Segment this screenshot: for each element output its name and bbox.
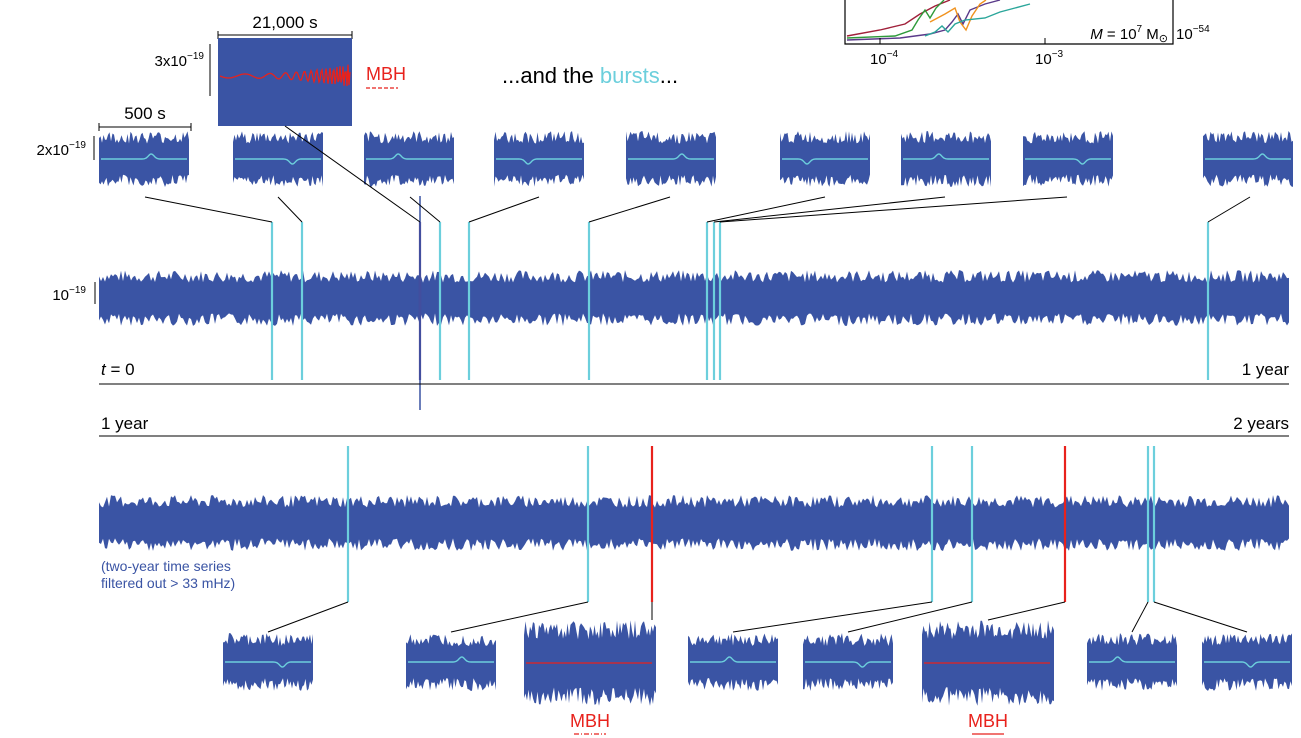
mbh-zoom-chirp-waveform: [219, 64, 351, 87]
burst-bottom-8: [1202, 633, 1292, 691]
connector-line-1: [144, 196, 273, 223]
connector-line-6: [706, 196, 826, 223]
connector-line-10: [284, 125, 421, 223]
series2-end-label: 2 years: [1233, 414, 1289, 433]
burst-top-4-signal: [496, 158, 582, 165]
series2-filter-note: (two-year time series filtered out > 33 …: [101, 558, 235, 591]
inset-x-tick-label-2: 10−3: [1035, 49, 1064, 68]
inset-curve-green: [846, 0, 945, 39]
bottom-mbh-tag-2: MBH: [968, 711, 1008, 731]
burst-top-5-signal: [628, 153, 714, 160]
mbh-zoom-duration-label: 21,000 s: [252, 13, 317, 32]
burst-top-4: [494, 131, 584, 187]
burst-snippets-bottom: [223, 620, 1292, 706]
burst-top-1: [99, 131, 189, 187]
burst-bottom-6: [922, 620, 1054, 706]
series1-noise-band: [99, 270, 1289, 326]
burst-bottom-8-signal: [1204, 661, 1290, 668]
inset-curve-teal: [924, 3, 1031, 37]
connector-line-15: [847, 601, 973, 633]
burst-bottom-1-signal: [225, 661, 311, 668]
series1-event-markers: [270, 196, 1210, 410]
time-series-year-2: 1 year 2 years (two-year time series fil…: [99, 414, 1289, 602]
burst-bottom-5-signal: [805, 661, 891, 668]
burst-top-6-signal: [782, 158, 868, 165]
connector-line-12: [450, 601, 589, 633]
connector-line-7: [713, 196, 946, 223]
burst-bottom-5: [803, 633, 893, 691]
connector-line-18: [1153, 601, 1248, 633]
burst-bottom-2-signal: [408, 656, 494, 663]
connector-line-17: [1131, 601, 1149, 633]
burst-top-7-signal: [903, 153, 989, 160]
mbh-zoom-noise: [218, 38, 352, 126]
inset-curve-darkred: [846, 0, 951, 37]
burst-bottom-3: [524, 620, 656, 706]
connector-line-8: [719, 196, 1068, 223]
burst-bottom-8-noise: [1202, 633, 1292, 691]
snippet-connector-lines: [144, 125, 1251, 633]
burst-top-7: [901, 131, 991, 187]
series2-start-label: 1 year: [101, 414, 149, 433]
burst-amplitude-label: 2x10−19: [37, 140, 87, 159]
inset-curve-orange: [929, 0, 987, 32]
burst-top-3-signal: [366, 153, 452, 160]
burst-top-5: [626, 131, 716, 187]
connector-line-11: [267, 601, 349, 633]
burst-top-6: [780, 131, 870, 187]
burst-bottom-4-signal: [690, 656, 776, 663]
burst-row-top: 500 s 2x10−19: [37, 104, 1293, 187]
inset-mass-label: M = 107 M⊙: [1090, 24, 1168, 45]
series2-event-markers: [346, 446, 1156, 602]
inset-x-tick-label-1: 10−4: [870, 49, 899, 68]
connector-line-9: [1207, 196, 1251, 223]
inset-frame: [844, 0, 1174, 45]
burst-top-9: [1203, 131, 1293, 187]
connector-line-4: [468, 196, 540, 223]
bottom-mbh-tags: MBH MBH: [570, 711, 1008, 735]
burst-bottom-4: [688, 633, 778, 691]
burst-top-8-signal: [1025, 158, 1111, 165]
burst-bottom-2: [406, 634, 496, 691]
burst-bottom-4-noise: [688, 633, 778, 691]
burst-top-9-signal: [1205, 153, 1291, 160]
inset-curves: [846, 0, 1031, 41]
mbh-zoom-amplitude-label: 3x10−19: [155, 51, 205, 70]
series1-amplitude-label: 10−19: [52, 285, 86, 304]
burst-top-1-signal: [101, 153, 187, 160]
spectrum-inset-plot: M = 107 M⊙ 10−54 10−4 10−3: [844, 0, 1210, 68]
burst-bottom-7-signal: [1089, 656, 1175, 663]
connector-line-14: [732, 601, 933, 633]
series2-noise-band: [99, 495, 1289, 551]
burst-bottom-7: [1087, 633, 1177, 691]
burst-top-2: [233, 131, 323, 187]
connector-line-16: [987, 601, 1066, 621]
inset-curve-purple: [846, 0, 1001, 41]
bottom-mbh-tag-1: MBH: [570, 711, 610, 731]
headline-text: ...and the bursts...: [502, 63, 678, 88]
connector-line-2: [277, 196, 303, 223]
burst-top-8: [1023, 131, 1113, 187]
mbh-zoom-panel: 21,000 s 3x10−19 MBH: [155, 13, 406, 126]
mbh-zoom-tag: MBH: [366, 64, 406, 84]
connector-line-3: [409, 196, 441, 223]
burst-bottom-1: [223, 633, 313, 691]
series1-start-label: t = 0: [101, 360, 135, 379]
inset-y-tick-label: 10−54: [1176, 24, 1210, 43]
series1-end-label: 1 year: [1242, 360, 1290, 379]
burst-snippets-top: [99, 131, 1293, 187]
time-series-year-1: 10−19 t = 0 1 year: [52, 196, 1289, 410]
burst-top-3: [364, 131, 454, 187]
burst-top-2-signal: [235, 158, 321, 165]
connector-line-5: [588, 196, 671, 223]
burst-duration-label: 500 s: [124, 104, 166, 123]
